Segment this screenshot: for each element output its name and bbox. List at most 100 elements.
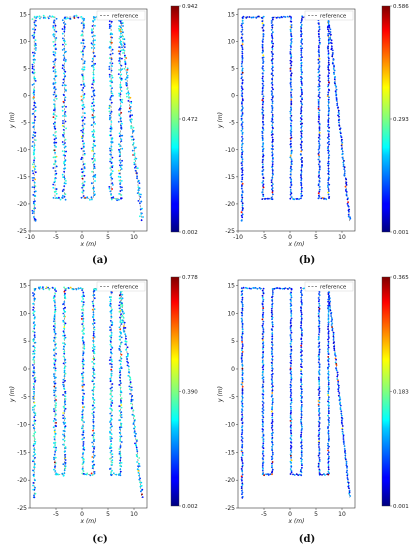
trajectory-point [288, 287, 291, 289]
trajectory-point [327, 125, 329, 128]
trajectory-point [318, 381, 320, 383]
trajectory-point [327, 426, 329, 428]
trajectory-point [271, 352, 273, 355]
trajectory-point [111, 402, 114, 404]
trajectory-point [136, 440, 138, 442]
trajectory-point [92, 311, 95, 314]
trajectory-point [110, 90, 113, 93]
trajectory-point [327, 120, 330, 123]
trajectory-point [262, 444, 264, 447]
trajectory-point [327, 468, 330, 471]
reference-line [33, 16, 143, 222]
trajectory-point [42, 288, 45, 291]
trajectory-point [241, 391, 244, 394]
trajectory-point [271, 457, 274, 460]
trajectory-point [109, 431, 111, 434]
trajectory-point [84, 473, 86, 476]
trajectory-point [336, 371, 339, 374]
trajectory-point [276, 287, 279, 289]
trajectory-point [327, 293, 330, 296]
trajectory-point [54, 369, 57, 372]
trajectory-point [53, 458, 55, 461]
trajectory-point [110, 198, 113, 201]
trajectory-point [93, 93, 95, 95]
trajectory-point [300, 372, 303, 375]
trajectory-point [123, 46, 126, 48]
trajectory-point [53, 446, 55, 449]
trajectory-point [31, 212, 34, 215]
x-tick-label: 0 [288, 511, 292, 518]
trajectory-point [93, 116, 96, 118]
trajectory-point [120, 406, 123, 409]
trajectory-point [300, 27, 303, 29]
x-tick-label: 10 [338, 234, 346, 241]
trajectory-point [289, 405, 292, 408]
trajectory-point [111, 425, 113, 428]
trajectory-point [327, 344, 329, 347]
trajectory-point [300, 306, 302, 309]
trajectory-point [118, 179, 121, 182]
trajectory-point [120, 138, 123, 141]
trajectory-point [126, 71, 128, 74]
trajectory-point [300, 392, 303, 395]
trajectory-point [53, 138, 56, 141]
trajectory-point [120, 411, 123, 414]
trajectory-point [261, 91, 264, 93]
trajectory-point [83, 167, 86, 170]
trajectory-point [241, 479, 243, 482]
trajectory-point [81, 425, 84, 428]
trajectory-point [33, 217, 36, 220]
trajectory-point [64, 177, 66, 180]
trajectory-point [317, 89, 320, 91]
trajectory-point [91, 35, 94, 38]
trajectory-point [120, 30, 122, 33]
trajectory-point [329, 28, 332, 31]
trajectory-point [338, 396, 341, 399]
trajectory-point [241, 482, 244, 485]
trajectory-point [118, 145, 121, 148]
trajectory-point [318, 39, 321, 42]
trajectory-point [327, 383, 330, 386]
trajectory-point [92, 330, 95, 333]
trajectory-point [327, 438, 330, 441]
trajectory-point [329, 36, 331, 39]
trajectory-point [272, 453, 274, 456]
trajectory-point [320, 197, 323, 200]
trajectory-point [259, 287, 262, 290]
trajectory-point [45, 286, 48, 289]
trajectory-point [33, 119, 36, 122]
trajectory-point [111, 182, 114, 185]
trajectory-point [240, 62, 243, 65]
x-tick-label: 5 [106, 511, 110, 518]
trajectory-point [290, 411, 292, 414]
trajectory-point [109, 468, 111, 470]
trajectory-point [261, 45, 264, 48]
trajectory-point [287, 288, 289, 290]
trajectory-point [133, 147, 136, 150]
trajectory-point [63, 371, 66, 374]
trajectory-point [82, 317, 85, 320]
trajectory-point [346, 469, 348, 472]
trajectory-point [109, 33, 112, 36]
trajectory-point [53, 103, 55, 106]
y-tick-label: 15 [19, 283, 27, 290]
trajectory-point [296, 198, 299, 200]
trajectory-point [82, 320, 85, 323]
trajectory-point [241, 56, 244, 58]
trajectory-point [62, 307, 65, 310]
trajectory-point [35, 24, 37, 27]
trajectory-point [290, 100, 293, 103]
trajectory-point [139, 485, 142, 488]
trajectory-point [241, 50, 244, 53]
trajectory-point [300, 401, 303, 404]
trajectory-point [290, 149, 293, 152]
trajectory-point [290, 128, 293, 130]
trajectory-point [62, 342, 64, 344]
trajectory-point [91, 25, 94, 27]
y-tick-label: 10 [19, 38, 27, 45]
trajectory-point [118, 448, 121, 450]
trajectory-point [81, 305, 84, 308]
trajectory-point [139, 215, 141, 218]
trajectory-point [327, 309, 330, 311]
trajectory-point [111, 456, 114, 458]
